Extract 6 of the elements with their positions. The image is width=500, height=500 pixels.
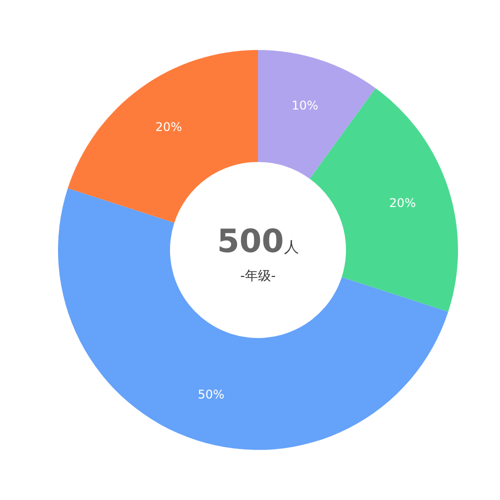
data-label: 10%: [292, 98, 318, 112]
data-label: 50%: [198, 388, 224, 402]
text: -年级-: [240, 269, 276, 284]
text: 500人: [217, 222, 299, 260]
data-label: 20%: [389, 196, 416, 210]
data-label: 20%: [155, 120, 182, 134]
